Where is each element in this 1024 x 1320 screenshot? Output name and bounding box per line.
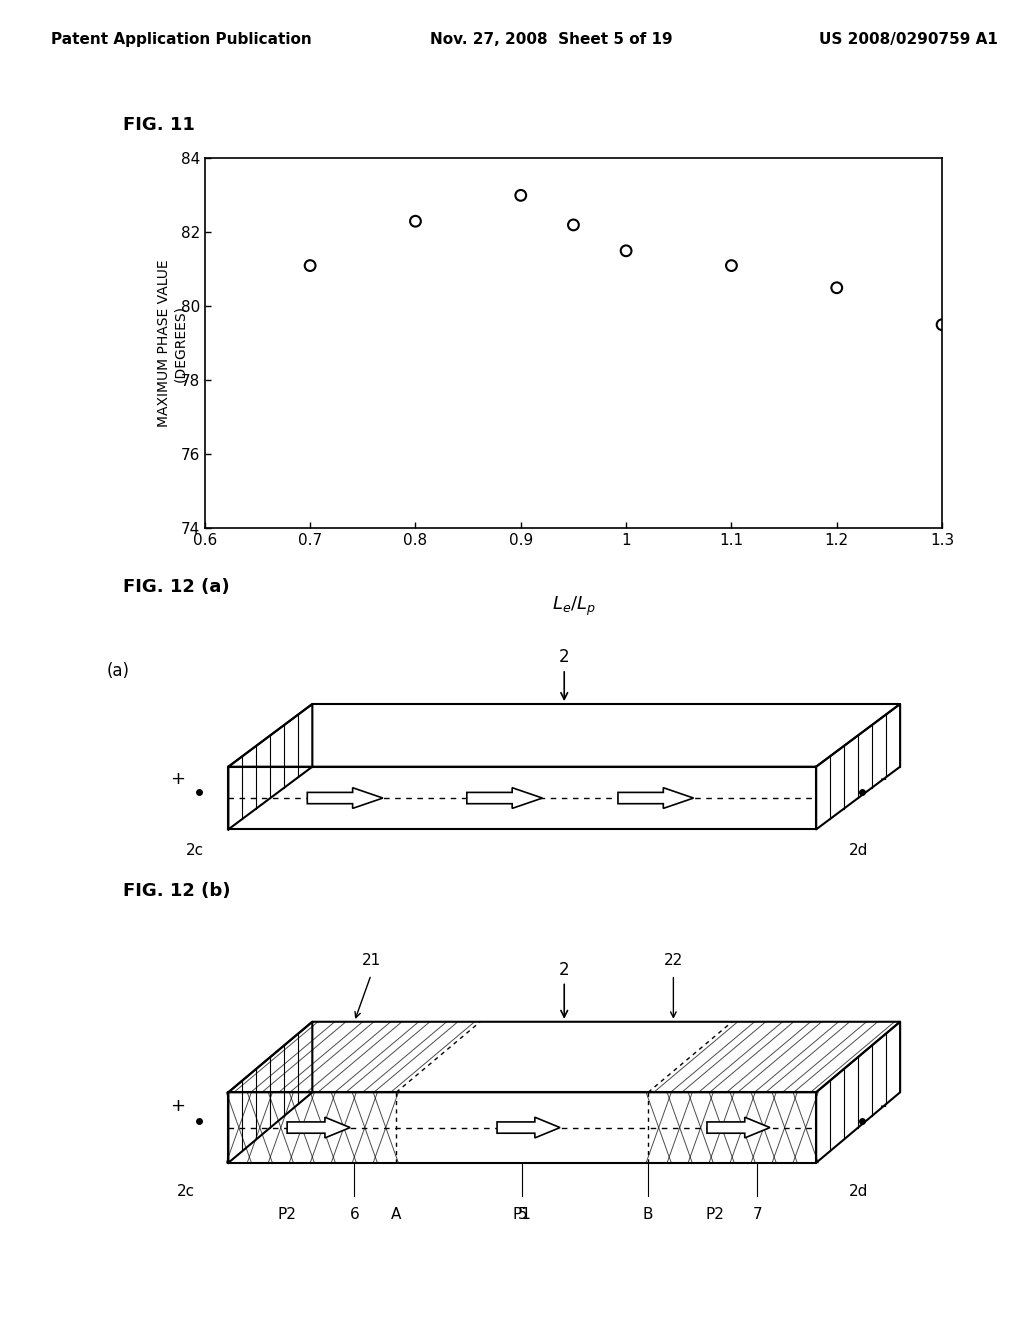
Polygon shape xyxy=(228,704,312,829)
Text: FIG. 12 (b): FIG. 12 (b) xyxy=(123,882,230,900)
Polygon shape xyxy=(307,788,383,808)
Text: +: + xyxy=(170,1097,185,1115)
Text: P2: P2 xyxy=(706,1206,725,1222)
Text: -: - xyxy=(880,1097,887,1115)
Point xyxy=(723,255,739,276)
Text: 2d: 2d xyxy=(849,1184,867,1199)
Polygon shape xyxy=(816,1022,900,1163)
Text: 6: 6 xyxy=(349,1206,359,1222)
Point xyxy=(408,211,424,232)
Polygon shape xyxy=(707,1117,770,1138)
Text: 7: 7 xyxy=(753,1206,762,1222)
Polygon shape xyxy=(228,1022,900,1093)
Polygon shape xyxy=(228,767,816,829)
Text: (a): (a) xyxy=(106,661,130,680)
Point xyxy=(617,240,634,261)
Text: P2: P2 xyxy=(278,1206,297,1222)
Text: Patent Application Publication: Patent Application Publication xyxy=(51,32,312,48)
Text: +: + xyxy=(170,771,185,788)
Text: FIG. 11: FIG. 11 xyxy=(123,116,195,135)
Text: B: B xyxy=(643,1206,653,1222)
Text: 2c: 2c xyxy=(177,1184,196,1199)
Text: 2: 2 xyxy=(559,961,569,1018)
Polygon shape xyxy=(228,1093,816,1163)
Point xyxy=(828,277,845,298)
Text: 5: 5 xyxy=(517,1206,527,1222)
Text: 2c: 2c xyxy=(185,842,204,858)
Text: FIG. 12 (a): FIG. 12 (a) xyxy=(123,578,229,597)
Text: US 2008/0290759 A1: US 2008/0290759 A1 xyxy=(819,32,998,48)
Text: P1: P1 xyxy=(513,1206,531,1222)
Text: -: - xyxy=(880,770,887,789)
Polygon shape xyxy=(617,788,693,808)
Text: 21: 21 xyxy=(361,953,381,968)
Polygon shape xyxy=(228,1022,312,1163)
Text: 2: 2 xyxy=(559,648,569,700)
Polygon shape xyxy=(467,788,543,808)
Y-axis label: MAXIMUM PHASE VALUE
(DEGREES): MAXIMUM PHASE VALUE (DEGREES) xyxy=(157,260,187,426)
Text: Nov. 27, 2008  Sheet 5 of 19: Nov. 27, 2008 Sheet 5 of 19 xyxy=(430,32,673,48)
Text: A: A xyxy=(391,1206,401,1222)
Polygon shape xyxy=(228,704,900,767)
Polygon shape xyxy=(497,1117,560,1138)
Text: 2d: 2d xyxy=(849,842,867,858)
Polygon shape xyxy=(816,704,900,829)
Point xyxy=(513,185,529,206)
Text: 22: 22 xyxy=(664,953,683,968)
Text: $L_e/L_p$: $L_e/L_p$ xyxy=(552,594,595,618)
Point xyxy=(934,314,950,335)
Point xyxy=(565,214,582,235)
Point xyxy=(302,255,318,276)
Polygon shape xyxy=(287,1117,350,1138)
